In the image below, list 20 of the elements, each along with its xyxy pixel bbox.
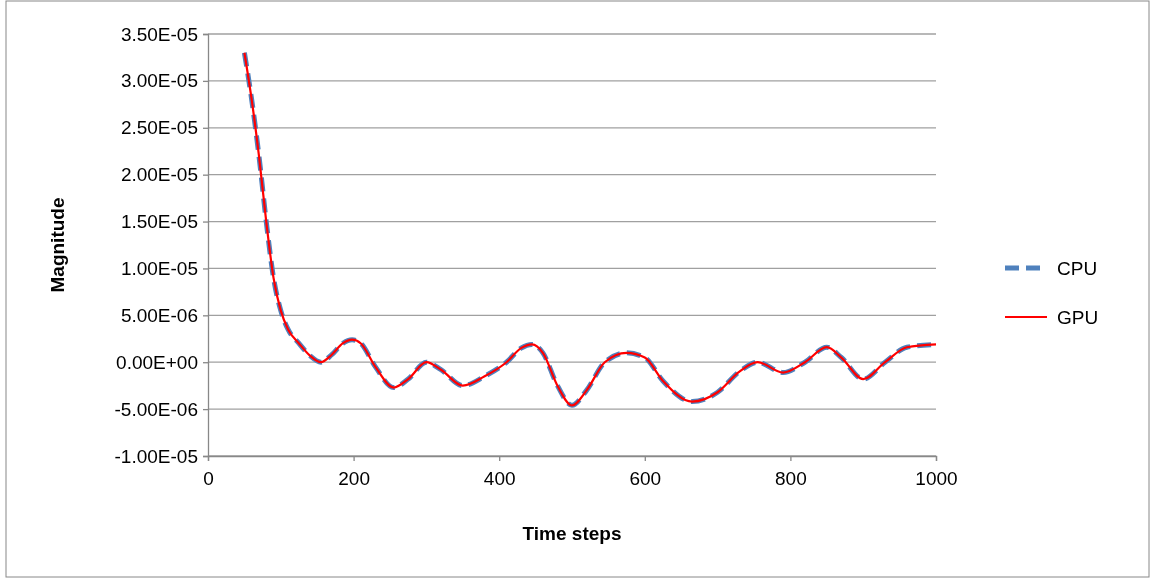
y-tick-label: 0.00E+00 (116, 351, 198, 373)
x-tick-label: 800 (775, 467, 807, 489)
x-tick-label: 400 (483, 467, 516, 489)
y-tick-label: 1.00E-05 (120, 258, 198, 280)
x-tick-label: 1000 (915, 467, 958, 489)
y-tick-label: 5.00E-06 (120, 304, 198, 326)
y-tick-label: 1.50E-05 (120, 211, 198, 233)
y-tick-label: -1.00E-05 (114, 445, 198, 467)
y-tick-label: 2.50E-05 (120, 117, 198, 139)
y-tick-label: 3.00E-05 (120, 70, 198, 92)
x-tick-label: 0 (203, 467, 214, 489)
y-tick-label: -5.00E-06 (114, 398, 198, 420)
x-tick-label: 200 (338, 467, 370, 489)
y-tick-label: 2.00E-05 (120, 164, 198, 186)
x-axis-title: Time steps (522, 523, 622, 544)
legend-label: GPU (1057, 307, 1099, 328)
y-tick-label: 3.50E-05 (120, 23, 198, 45)
legend-label: CPU (1057, 258, 1098, 279)
y-axis-title: Magnitude (47, 197, 68, 293)
x-tick-label: 600 (629, 467, 662, 489)
